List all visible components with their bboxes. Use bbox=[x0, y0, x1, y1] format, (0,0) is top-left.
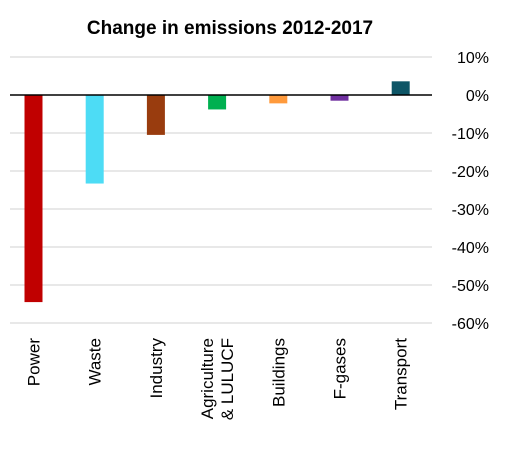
y-tick-label: -30% bbox=[452, 202, 489, 219]
x-category-label: Transport bbox=[392, 338, 411, 410]
x-category-label: & LULUCF bbox=[218, 338, 237, 420]
y-tick-label: 0% bbox=[466, 88, 489, 105]
tick-labels: 10% 0% -10% -20% -30% -40% -50% -60% bbox=[452, 50, 489, 333]
bar bbox=[330, 95, 349, 101]
y-tick-label: -40% bbox=[452, 240, 489, 257]
x-category-label: Agriculture bbox=[198, 338, 217, 419]
bar bbox=[85, 95, 104, 184]
y-tick-label: -20% bbox=[452, 164, 489, 181]
bar-layer bbox=[24, 81, 410, 303]
y-tick-label: 10% bbox=[457, 50, 489, 67]
bar bbox=[208, 95, 227, 110]
bar bbox=[24, 95, 43, 303]
x-category-label: Power bbox=[25, 338, 44, 387]
bar bbox=[269, 95, 288, 104]
category-labels: Power Waste Industry Agriculture & LULUCF Bui… bbox=[25, 338, 411, 421]
chart-title: Change in emissions 2012-2017 bbox=[86, 18, 374, 39]
x-category-label: Waste bbox=[86, 338, 105, 386]
x-category-label: F-gases bbox=[331, 338, 350, 399]
x-category-label: Buildings bbox=[269, 338, 288, 407]
y-tick-label: -60% bbox=[452, 316, 489, 333]
grid-layer bbox=[10, 56, 432, 324]
y-tick-label: -50% bbox=[452, 278, 489, 295]
bar bbox=[146, 95, 165, 135]
y-tick-label: -10% bbox=[452, 126, 489, 143]
x-category-label: Industry bbox=[147, 338, 166, 399]
bar bbox=[391, 81, 410, 95]
